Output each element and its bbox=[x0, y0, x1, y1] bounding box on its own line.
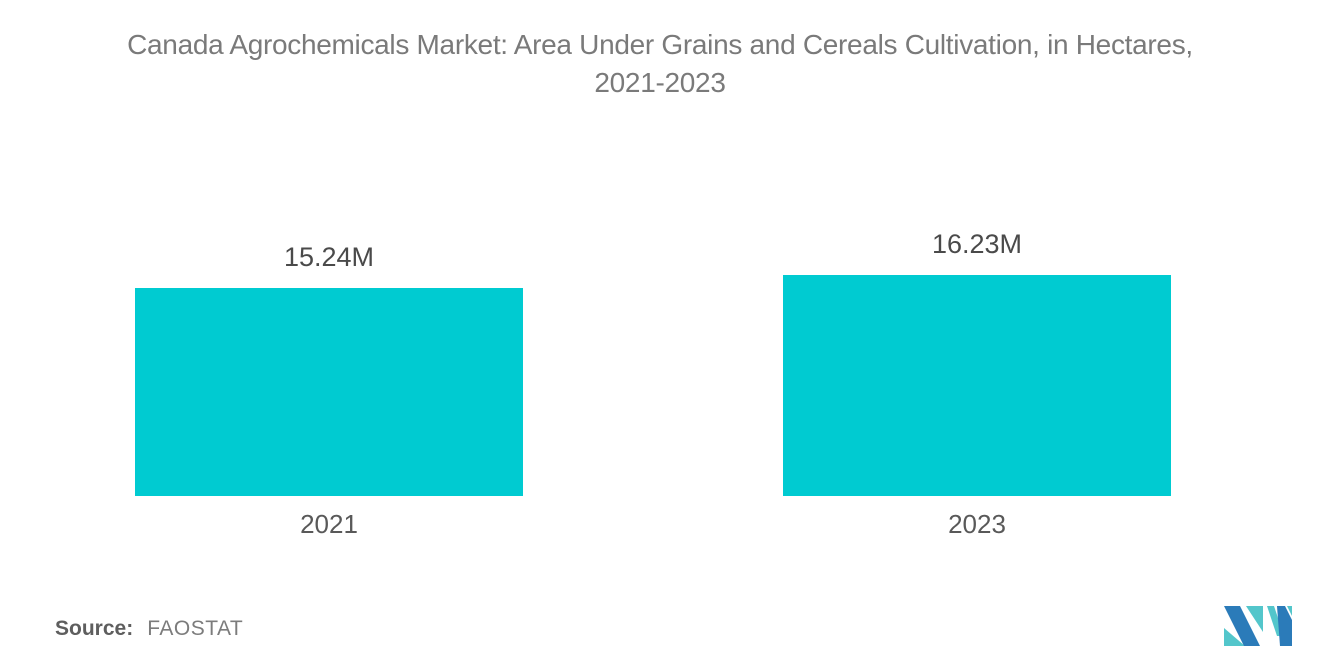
bar-category-label-2021: 2021 bbox=[300, 509, 358, 539]
logo-shape-blue-right-band bbox=[1277, 606, 1292, 646]
logo-shape-teal-corner-triangle bbox=[1287, 606, 1292, 616]
logo-shape-teal-left-triangle bbox=[1224, 628, 1245, 646]
bar-2021 bbox=[135, 288, 523, 496]
bar-value-label-2023: 16.23M bbox=[931, 229, 1023, 259]
logo-shape-teal-middle-triangle bbox=[1246, 606, 1263, 632]
chart-title-line-2: 2021-2023 bbox=[594, 67, 726, 98]
source-name: FAOSTAT bbox=[147, 617, 244, 640]
chart-title: Canada Agrochemicals Market: Area Under … bbox=[0, 26, 1320, 102]
source-label: Source: bbox=[55, 617, 134, 640]
chart-title-line-1: Canada Agrochemicals Market: Area Under … bbox=[127, 29, 1193, 60]
source-line: Source: FAOSTAT bbox=[55, 617, 243, 641]
bar-group-2023: 16.23M 2023 bbox=[783, 229, 1171, 539]
bar-value-label-2021: 15.24M bbox=[283, 242, 375, 272]
bar-category-label-2023: 2023 bbox=[948, 509, 1006, 539]
bar-group-2021: 15.24M 2021 bbox=[135, 242, 523, 539]
logo-shape-blue-left-band bbox=[1224, 606, 1260, 646]
mordor-intelligence-logo bbox=[1224, 606, 1292, 646]
bar-2023 bbox=[783, 275, 1171, 496]
